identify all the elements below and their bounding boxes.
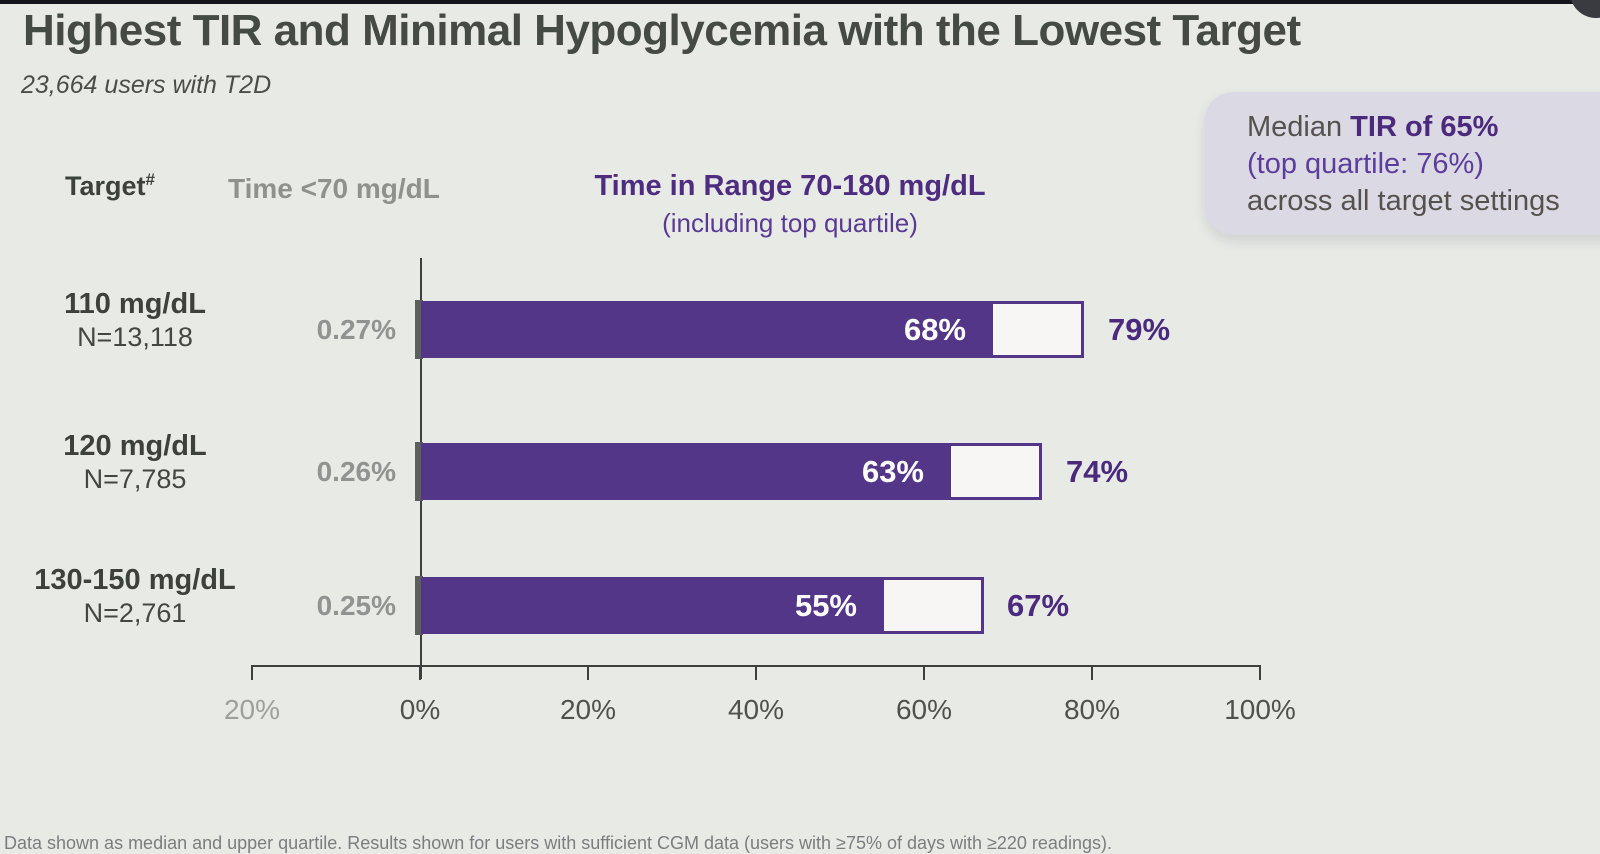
tir-quartile-label: 74% (1066, 454, 1129, 489)
axis-tick-label: 80% (1063, 694, 1121, 725)
axis-tick (419, 665, 421, 680)
column-header-target: Target# (65, 170, 155, 201)
axis-tick-label: 20% (223, 694, 281, 725)
chart-row: 120 mg/dL N=7,785 0.26% 63% 74% (0, 430, 1600, 501)
hypo-value: 0.26% (316, 456, 396, 487)
axis-tick (1259, 665, 1261, 680)
hypo-bar (415, 300, 423, 359)
callout-line-3: across all target settings (1247, 185, 1560, 217)
row-category: 120 mg/dL N=7,785 (63, 430, 207, 494)
tir-header-sub: (including top quartile) (662, 208, 918, 238)
axis-tick (923, 665, 925, 680)
axis-tick-label: 0% (399, 694, 441, 725)
axis-tick (755, 665, 757, 680)
hypo-value: 0.25% (316, 590, 396, 621)
row-category: 130-150 mg/dL N=2,761 (34, 564, 236, 628)
tir-header-main: Time in Range 70-180 mg/dL (594, 170, 986, 202)
axis-tick-label: 40% (727, 694, 785, 725)
median-tir-callout: Median TIR of 65% (top quartile: 76%) ac… (1205, 92, 1600, 235)
target-footnote-marker: # (145, 170, 155, 189)
tir-median-label: 68% (903, 311, 966, 347)
footnote: Data shown as median and upper quartile.… (4, 833, 1112, 853)
axis-tick-label: 20% (559, 694, 617, 725)
row-category: 110 mg/dL N=13,118 (64, 288, 206, 352)
tir-median-label: 63% (861, 453, 924, 489)
hypo-bar (415, 442, 423, 501)
callout-line-1: Median TIR of 65% (1247, 111, 1499, 143)
column-header-tir: Time in Range 70-180 mg/dL (including to… (555, 170, 1025, 239)
tir-quartile-label: 79% (1108, 312, 1171, 347)
axis-tick-label: 60% (895, 694, 953, 725)
tir-quartile-box (990, 301, 1084, 358)
tir-quartile-box (948, 443, 1042, 500)
axis-tick-label: 100% (1224, 694, 1296, 725)
corner-dot (1570, 0, 1600, 18)
page-subtitle: 23,664 users with T2D (21, 71, 272, 99)
top-edge-strip (0, 0, 1600, 4)
hypo-value: 0.27% (316, 314, 396, 345)
tir-median-bar: 63% (421, 443, 950, 500)
axis-tick (251, 665, 253, 680)
axis-tick (1091, 665, 1093, 680)
chart-row: 130-150 mg/dL N=2,761 0.25% 55% 67% (0, 564, 1600, 635)
column-header-hypo: Time <70 mg/dL (228, 173, 440, 204)
tir-median-bar: 55% (421, 577, 883, 634)
chart-row: 110 mg/dL N=13,118 0.27% 68% 79% (0, 288, 1600, 359)
tir-median-bar: 68% (421, 301, 992, 358)
tir-median-label: 55% (794, 587, 857, 623)
axis-tick (587, 665, 589, 680)
callout-line-2: (top quartile: 76%) (1247, 148, 1484, 180)
tir-quartile-label: 67% (1007, 588, 1070, 623)
page-title: Highest TIR and Minimal Hypoglycemia wit… (23, 6, 1301, 55)
tir-quartile-box (881, 577, 984, 634)
hypo-bar (415, 576, 423, 635)
